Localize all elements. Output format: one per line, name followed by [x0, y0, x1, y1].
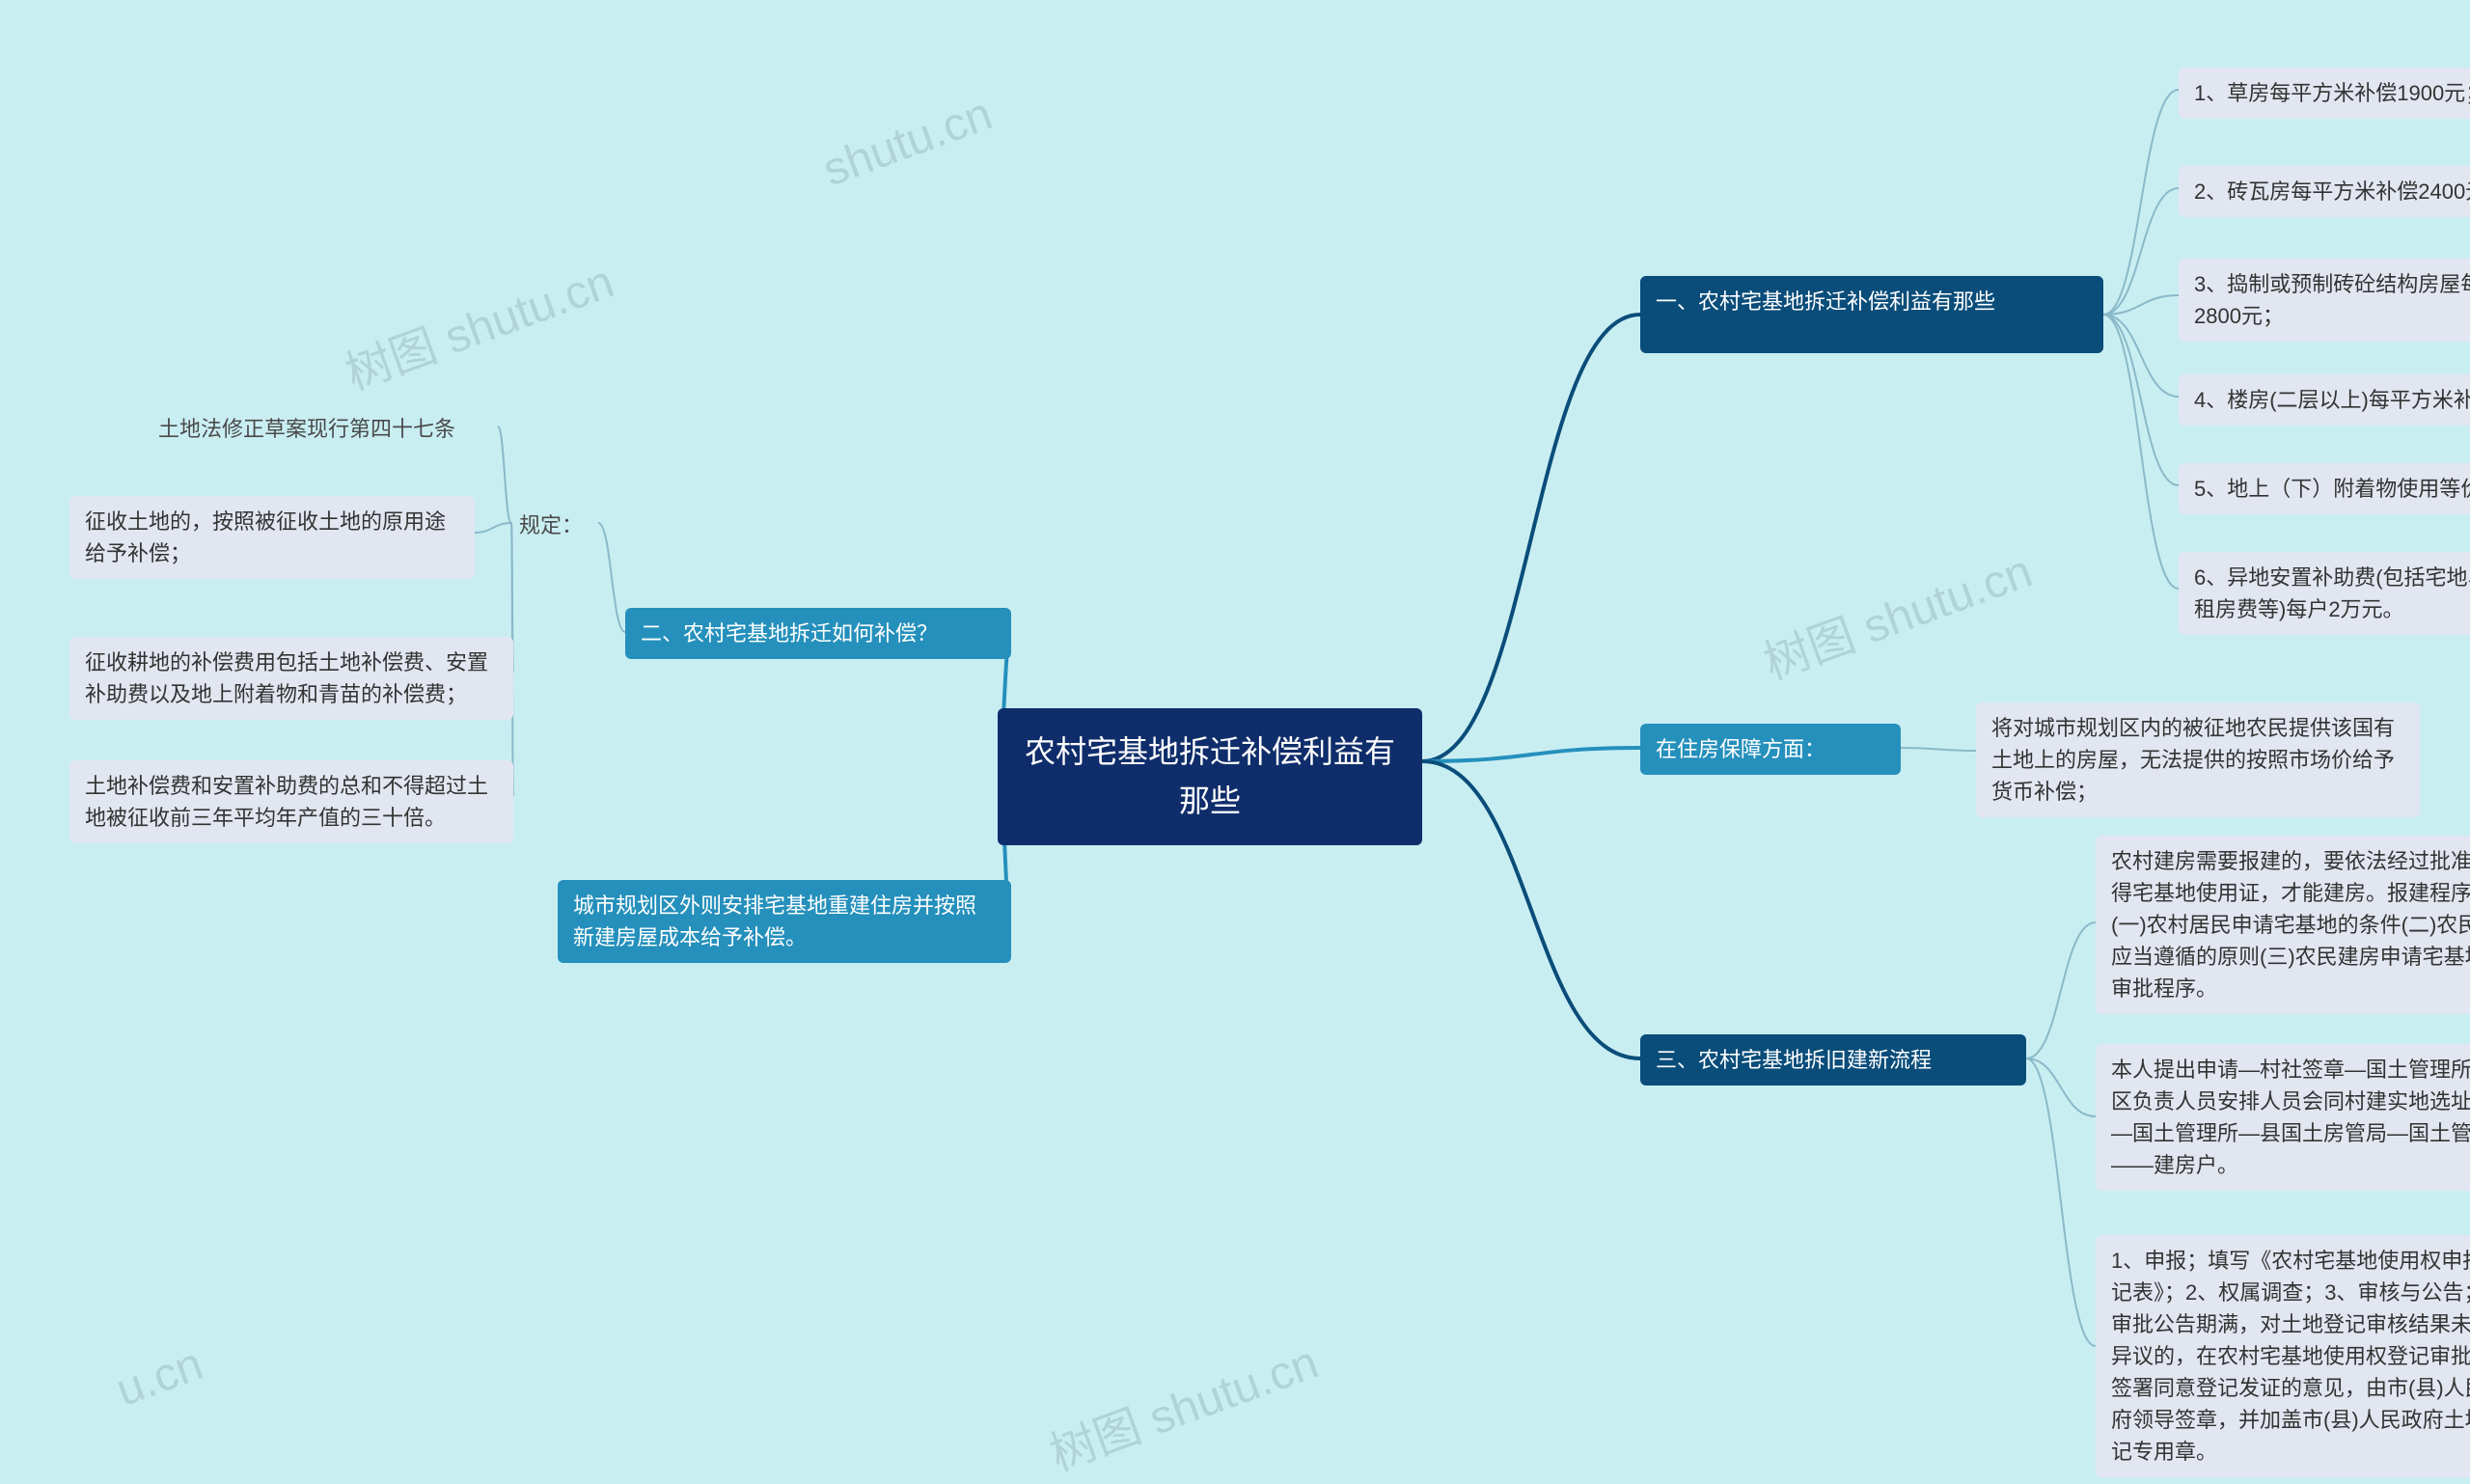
mindmap-node[interactable]: 征收土地的，按照被征收土地的原用途给予补偿； [69, 496, 475, 579]
mindmap-node[interactable]: 二、农村宅基地拆迁如何补偿？ [625, 608, 1011, 659]
mindmap-node[interactable]: 规定： [511, 506, 598, 545]
mindmap-node[interactable]: 农村建房需要报建的，要依法经过批准，取得宅基地使用证，才能建房。报建程序：(一)… [2096, 836, 2470, 1014]
watermark: u.cn [109, 1337, 209, 1417]
watermark: shutu.cn [816, 88, 999, 198]
mindmap-node[interactable]: 城市规划区外则安排宅基地重建住房并按照新建房屋成本给予补偿。 [558, 880, 1011, 963]
mindmap-node[interactable]: 6、异地安置补助费(包括宅地、配套设施、租房费等)每户2万元。 [2179, 552, 2470, 635]
watermark: 树图 shutu.cn [1039, 1324, 1326, 1483]
mindmap-node[interactable]: 征收耕地的补偿费用包括土地补偿费、安置补助费以及地上附着物和青苗的补偿费； [69, 637, 513, 720]
mindmap-node[interactable]: 1、申报；填写《农村宅基地使用权申报登记表》；2、权属调查；3、审核与公告；4、… [2096, 1235, 2470, 1477]
mindmap-node[interactable]: 2、砖瓦房每平方米补偿2400元； [2179, 166, 2470, 217]
mindmap-node[interactable]: 4、楼房(二层以上)每平方米补偿3300元； [2179, 374, 2470, 426]
mindmap-node[interactable]: 3、捣制或预制砖砼结构房屋每平方米补偿2800元； [2179, 259, 2470, 342]
mindmap-center[interactable]: 农村宅基地拆迁补偿利益有那些 [998, 708, 1422, 845]
mindmap-node[interactable]: 土地法修正草案现行第四十七条 [151, 409, 498, 449]
mindmap-node[interactable]: 在住房保障方面： [1640, 724, 1901, 775]
watermark: 树图 shutu.cn [335, 243, 621, 402]
mindmap-node[interactable]: 5、地上（下）附着物使用等价补偿标准； [2179, 463, 2470, 514]
mindmap-node[interactable]: 土地补偿费和安置补助费的总和不得超过土地被征收前三年平均年产值的三十倍。 [69, 760, 513, 843]
mindmap-node[interactable]: 将对城市规划区内的被征地农民提供该国有土地上的房屋，无法提供的按照市场价给予货币… [1976, 702, 2420, 817]
mindmap-node[interactable]: 1、草房每平方米补偿1900元； [2179, 68, 2470, 119]
mindmap-node[interactable]: 本人提出申请—村社签章—国土管理所—片区负责人员安排人员会同村建实地选址定点—国… [2096, 1044, 2470, 1191]
watermark: 树图 shutu.cn [1753, 533, 2040, 692]
mindmap-node[interactable]: 一、农村宅基地拆迁补偿利益有那些 [1640, 276, 2103, 353]
mindmap-node[interactable]: 三、农村宅基地拆旧建新流程 [1640, 1034, 2026, 1086]
